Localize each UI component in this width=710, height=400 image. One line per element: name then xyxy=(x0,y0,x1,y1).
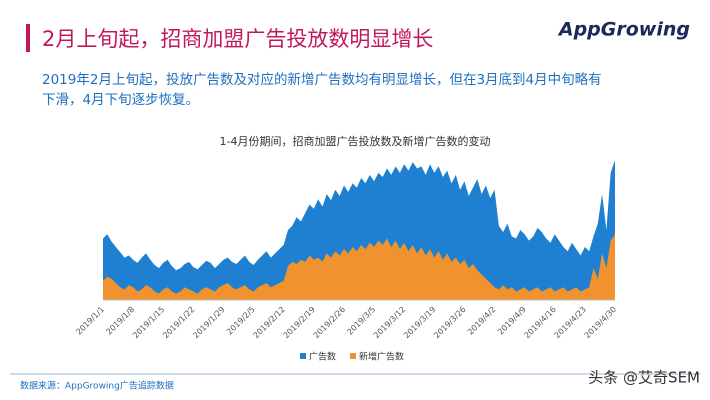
subtitle: 下滑，4月下旬逐步恢复。 xyxy=(42,91,199,108)
x-tick-label: 2019/1/8 xyxy=(105,305,137,337)
subtitle: 2019年2月上旬起，投放广告数及对应的新增广告数均有明显增长，但在3月底到4月… xyxy=(42,71,602,88)
x-tick-label: 2019/2/5 xyxy=(225,305,257,337)
x-tick-label: 2019/3/26 xyxy=(432,305,467,340)
legend-label: 新增广告数 xyxy=(359,351,404,363)
area xyxy=(103,160,615,300)
logo: AppGrowing xyxy=(557,19,690,41)
x-tick-label: 2019/1/1 xyxy=(74,305,106,337)
title-accent xyxy=(26,24,30,52)
legend-swatch xyxy=(350,353,357,359)
x-tick-label: 2019/4/9 xyxy=(496,305,528,337)
source: 数据来源：AppGrowing广告追踪数据 xyxy=(20,380,174,392)
x-tick-label: 2019/2/26 xyxy=(312,305,347,340)
x-tick-label: 2019/4/2 xyxy=(466,305,498,337)
watermark: 头条 @艾奇SEM xyxy=(588,369,700,387)
legend-swatch xyxy=(300,353,306,359)
plot: 2019/1/12019/1/82019/1/152019/1/222019/1… xyxy=(74,160,618,363)
slide-title: 2月上旬起，招商加盟广告投放数明显增长 xyxy=(42,27,433,51)
legend-label: 广告数 xyxy=(309,351,336,363)
chart-title: 1-4月份期间，招商加盟广告投放数及新增广告数的变动 xyxy=(220,134,491,148)
area xyxy=(103,234,615,300)
x-tick-label: 2019/4/30 xyxy=(583,305,618,340)
x-tick-label: 2019/3/5 xyxy=(345,305,377,337)
x-tick-label: 2019/1/29 xyxy=(191,305,226,340)
